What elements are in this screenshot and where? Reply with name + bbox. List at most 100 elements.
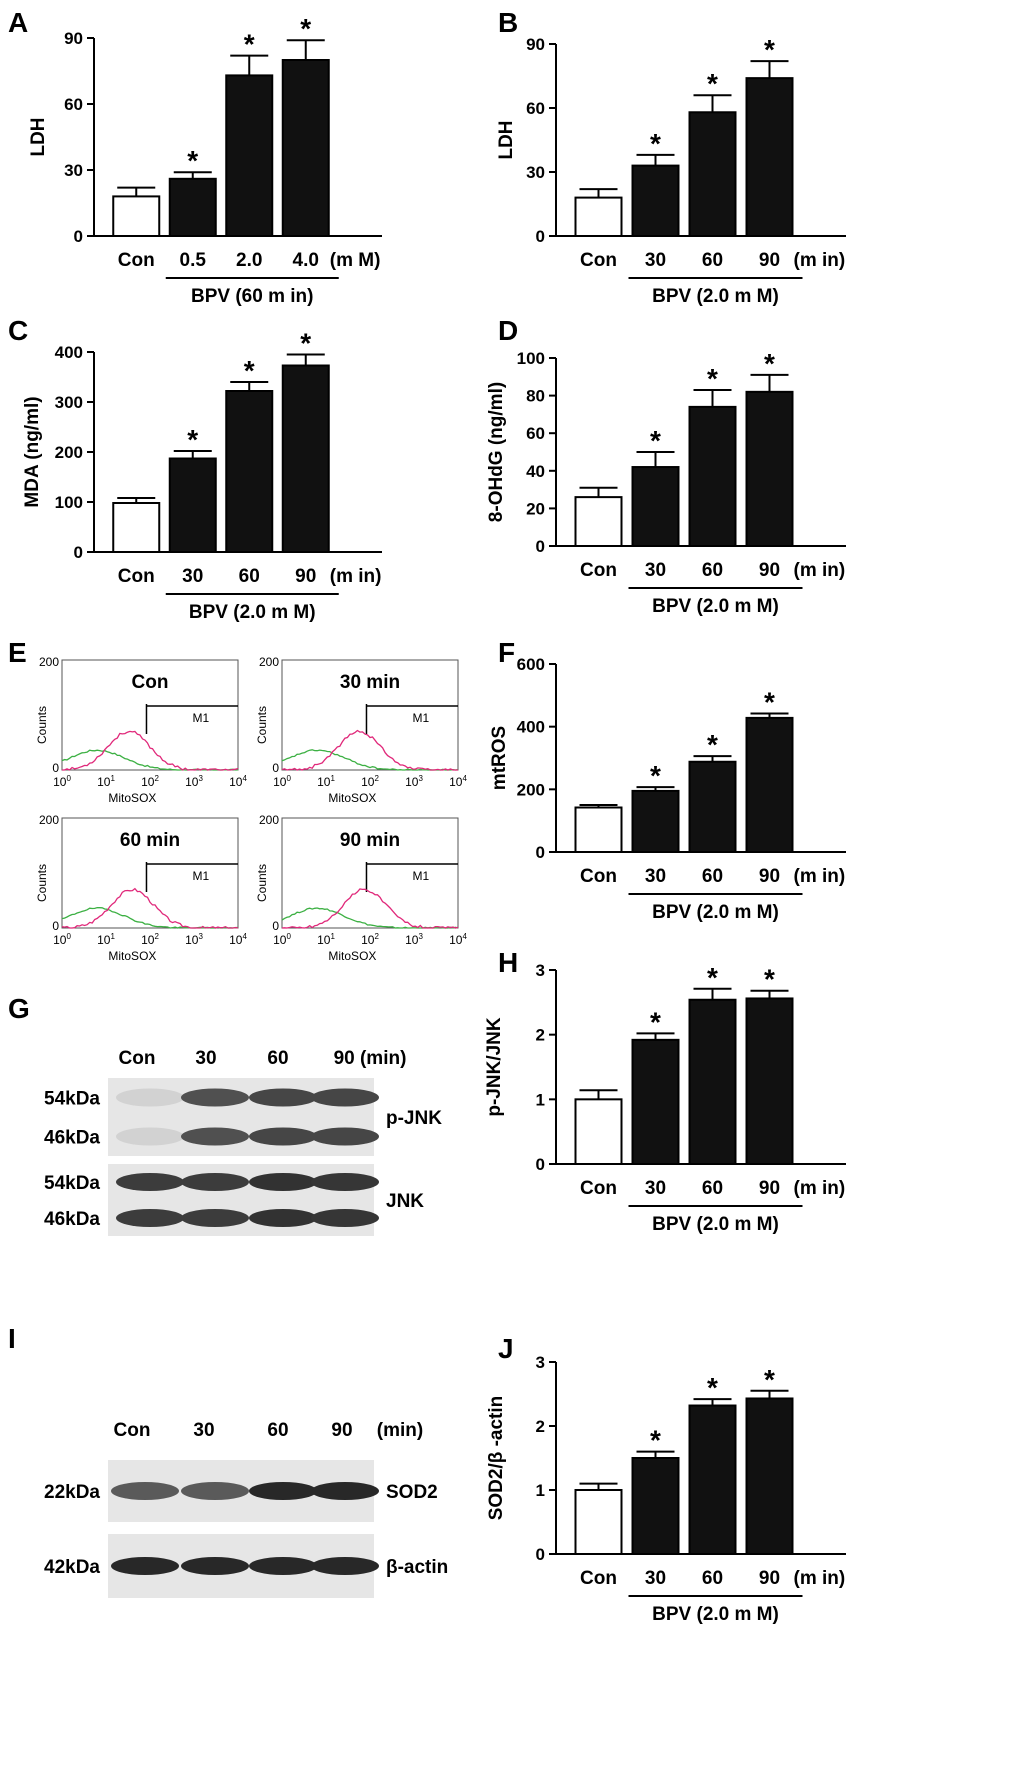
x-tick-label: 90 — [759, 560, 780, 581]
y-tick-label: 400 — [55, 343, 83, 362]
y-tick-label: 200 — [55, 443, 83, 462]
x-tick-label: 90 — [295, 566, 316, 587]
x-unit-label: (m in) — [330, 566, 382, 587]
lane-label: 30 — [195, 1048, 216, 1069]
sample-histogram — [281, 729, 458, 771]
log-tick-label: 104 — [229, 932, 247, 947]
bar-60 — [688, 760, 737, 854]
log-tick-label: 101 — [97, 932, 115, 947]
y-tick-label: 60 — [526, 99, 545, 118]
y-tick-label: 3 — [536, 1353, 545, 1372]
group-label: BPV (60 m in) — [191, 286, 313, 307]
y-tick-label: 60 — [64, 95, 83, 114]
y-tick-label: 0 — [536, 843, 545, 862]
x-tick-label: Con — [118, 566, 155, 587]
panel-label-i: I — [8, 1323, 16, 1354]
control-histogram — [61, 749, 239, 771]
y-tick-label: 100 — [55, 493, 83, 512]
significance-star: * — [650, 760, 661, 791]
log-tick-label: 104 — [449, 932, 467, 947]
significance-star: * — [764, 1364, 775, 1395]
x-tick-label: 60 — [702, 866, 723, 887]
counts-top-tick: 200 — [259, 655, 279, 669]
x-tick-label: 2.0 — [236, 250, 262, 271]
sample-histogram — [61, 887, 239, 929]
x-tick-label: Con — [580, 560, 617, 581]
group-label: BPV (2.0 m M) — [652, 1214, 779, 1235]
y-tick-label: 0 — [536, 1155, 545, 1174]
significance-star: * — [244, 355, 255, 386]
bar-con — [574, 1489, 623, 1555]
bar-chart-a: 0 30 60 90 LDH Con * 0.5 * 2.0 * 4.0 (m M) BPV (60 m … — [28, 13, 382, 307]
lane-label: Con — [119, 1048, 156, 1069]
significance-star: * — [300, 328, 311, 359]
counts-top-tick: 200 — [39, 813, 59, 827]
gate-label: M1 — [192, 711, 209, 725]
y-tick-label: 0 — [536, 227, 545, 246]
significance-star: * — [187, 424, 198, 455]
lane-label: (min) — [377, 1420, 423, 1441]
y-tick-label: 200 — [517, 780, 545, 799]
bar-30 — [631, 466, 680, 548]
counts-top-tick: 200 — [259, 813, 279, 827]
group-label: BPV (2.0 m M) — [652, 596, 779, 617]
counts-zero-tick: 0 — [272, 761, 279, 775]
panel-label-a: A — [8, 7, 28, 38]
panel-label-f: F — [498, 637, 515, 668]
significance-star: * — [764, 964, 775, 995]
y-axis-label: SOD2/β -actin — [486, 1396, 507, 1521]
counts-axis-label: Counts — [255, 864, 269, 902]
bar-chart-c: 0 100 200 300 400 MDA (ng/ml) Con * 30 * 60 * 90 (m i… — [22, 328, 382, 623]
histogram-frame — [61, 817, 239, 929]
histogram-frame — [281, 817, 459, 929]
western-blots: Con 30 60 90 (min) 54kDa 46kDa p-JNK 54kDa 46kDa… — [44, 1048, 448, 1598]
kda-marker: 46kDa — [44, 1128, 100, 1149]
protein-band — [311, 1557, 379, 1575]
counts-axis-label: Counts — [35, 706, 49, 744]
significance-star: * — [707, 68, 718, 99]
lane-label: 90 — [331, 1420, 352, 1441]
protein-band — [249, 1127, 317, 1146]
x-tick-label: 30 — [645, 866, 666, 887]
x-tick-label: 0.5 — [180, 250, 207, 271]
group-label: BPV (2.0 m M) — [652, 902, 779, 923]
group-label: BPV (2.0 m M) — [652, 1604, 779, 1625]
counts-zero-tick: 0 — [52, 761, 59, 775]
y-axis-label: LDH — [496, 120, 517, 159]
significance-star: * — [300, 13, 311, 44]
x-tick-label: Con — [580, 1568, 617, 1589]
bar-chart-f: 0 200 400 600 mtROS Con * 30 * 60 * 90 (m in) BPV (2.… — [489, 655, 846, 923]
protein-band — [181, 1173, 249, 1191]
log-tick-label: 103 — [405, 774, 423, 789]
protein-band — [111, 1557, 179, 1575]
gate-label: M1 — [412, 869, 429, 883]
x-tick-label: 90 — [759, 250, 780, 271]
panel-label-h: H — [498, 947, 518, 978]
significance-star: * — [244, 29, 255, 60]
gate-label: M1 — [412, 711, 429, 725]
lane-label: 30 — [193, 1420, 214, 1441]
bar-con — [574, 496, 623, 547]
significance-star: * — [707, 962, 718, 993]
x-tick-label: Con — [118, 250, 155, 271]
log-tick-label: 103 — [185, 932, 203, 947]
bar-chart-h: 0 1 2 3 p-JNK/JNK Con * 30 * 60 * 90 (m in) BPV (2.0 … — [484, 961, 846, 1235]
counts-top-tick: 200 — [39, 655, 59, 669]
significance-star: * — [707, 363, 718, 394]
bar-60 — [688, 111, 737, 237]
protein-label: β-actin — [386, 1557, 448, 1578]
group-label: BPV (2.0 m M) — [189, 602, 316, 623]
bar-con — [112, 502, 161, 553]
bar-chart-b: 0 30 60 90 LDH Con * 30 * 60 * 90 (m in) BPV (2.0 m M… — [496, 34, 846, 307]
x-tick-label: Con — [580, 1178, 617, 1199]
bar-con — [574, 1098, 623, 1166]
mitosox-axis-label: MitoSOX — [108, 791, 156, 805]
log-tick-label: 101 — [317, 774, 335, 789]
counts-zero-tick: 0 — [52, 919, 59, 933]
y-tick-label: 90 — [526, 35, 545, 54]
x-tick-label: 60 — [702, 1178, 723, 1199]
y-tick-label: 400 — [517, 718, 545, 737]
